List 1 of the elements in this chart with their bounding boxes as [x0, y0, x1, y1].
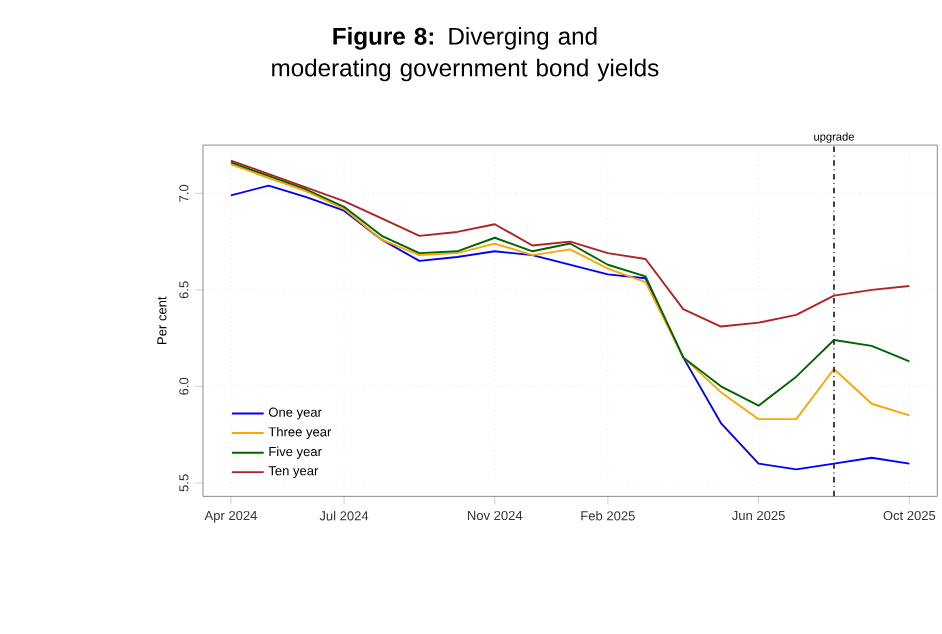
chart-title: Figure 8: Diverging and moderating government bond yields: [272, 27, 659, 82]
